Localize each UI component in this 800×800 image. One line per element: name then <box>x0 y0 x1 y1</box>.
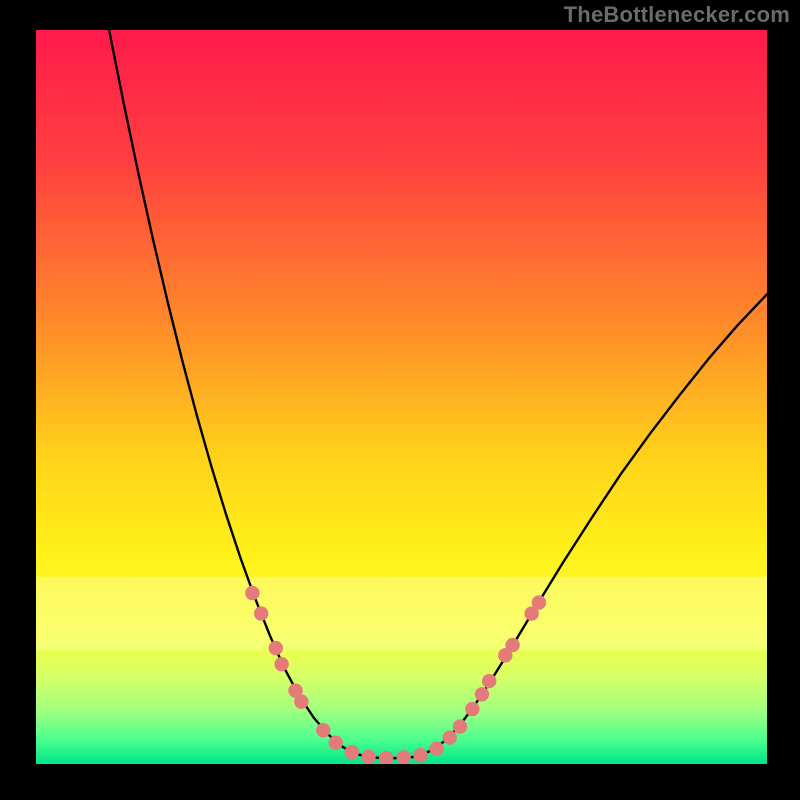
data-marker <box>269 641 283 655</box>
gradient-background <box>36 30 767 764</box>
data-marker <box>274 657 288 671</box>
pale-band <box>36 577 767 650</box>
plot-area <box>36 30 767 764</box>
data-marker <box>245 586 259 600</box>
data-marker <box>482 674 496 688</box>
data-marker <box>475 687 489 701</box>
data-marker <box>329 736 343 750</box>
data-marker <box>443 730 457 744</box>
data-marker <box>361 749 375 763</box>
data-marker <box>316 723 330 737</box>
data-marker <box>465 702 479 716</box>
data-marker <box>505 638 519 652</box>
chart-svg <box>36 30 767 764</box>
data-marker <box>254 606 268 620</box>
watermark-text: TheBottlenecker.com <box>564 2 790 28</box>
data-marker <box>532 595 546 609</box>
data-marker <box>294 694 308 708</box>
data-marker <box>429 741 443 755</box>
data-marker <box>453 719 467 733</box>
data-marker <box>345 745 359 759</box>
data-marker <box>413 748 427 762</box>
data-marker <box>396 750 410 764</box>
